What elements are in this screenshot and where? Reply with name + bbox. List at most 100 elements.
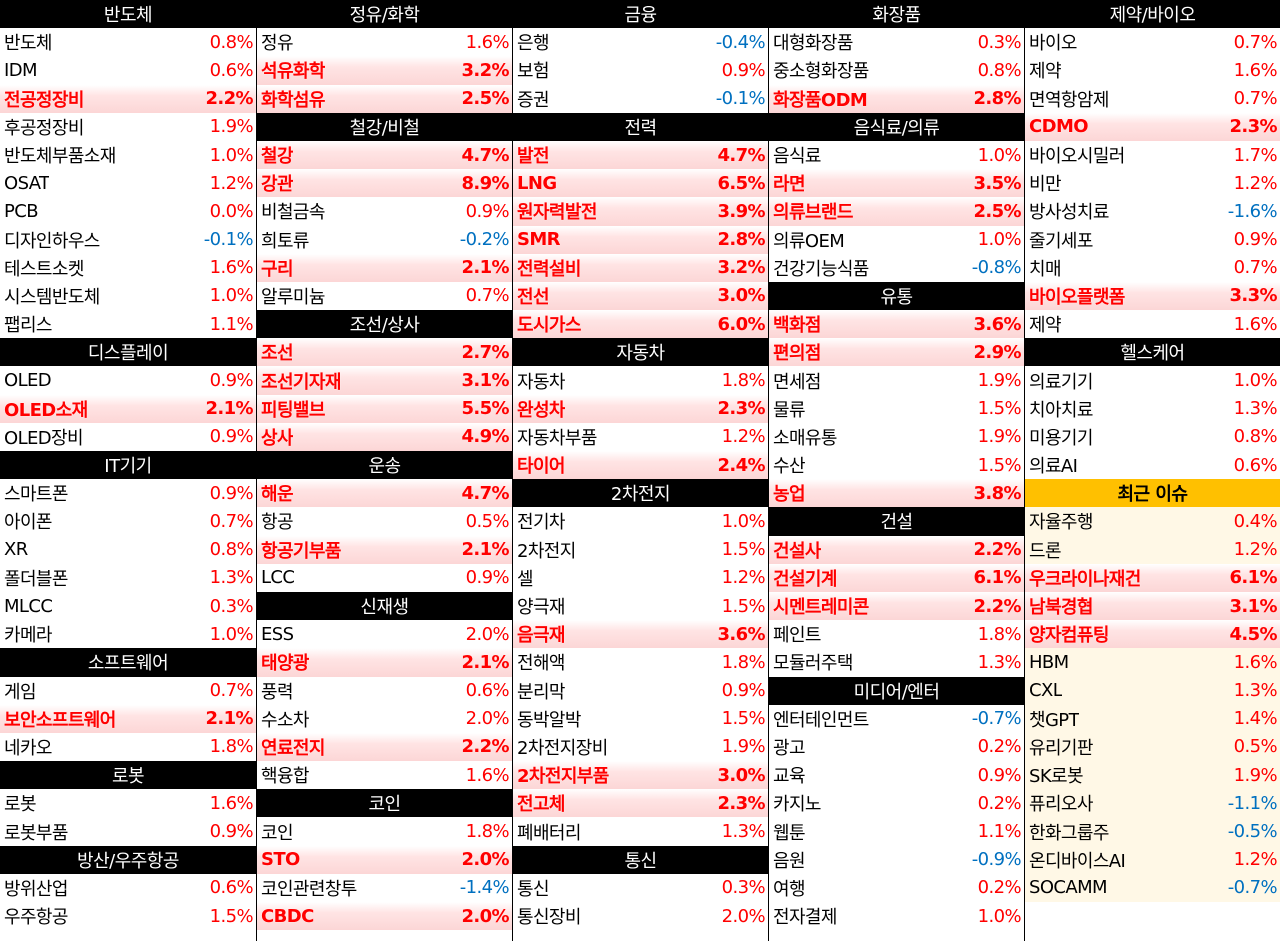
sector-row[interactable]: 화학섬유 2.5%	[257, 84, 512, 113]
sector-row[interactable]: 제약 1.6%	[1025, 56, 1280, 85]
sector-row[interactable]: 소매유통 1.9%	[769, 422, 1024, 451]
sector-row[interactable]: 농업 3.8%	[769, 479, 1024, 508]
sector-row[interactable]: 건설사 2.2%	[769, 535, 1024, 564]
sector-row[interactable]: 전자결제 1.0%	[769, 902, 1024, 931]
sector-row[interactable]: 건강기능식품 -0.8%	[769, 253, 1024, 282]
sector-row[interactable]: 항공기부품 2.1%	[257, 535, 512, 564]
sector-row[interactable]: 줄기세포 0.9%	[1025, 225, 1280, 254]
sector-row[interactable]: 2차전지 1.5%	[513, 535, 768, 564]
sector-row[interactable]: SK로봇 1.9%	[1025, 761, 1280, 790]
sector-row[interactable]: MLCC 0.3%	[0, 591, 256, 621]
sector-row[interactable]: OLED소재 2.1%	[0, 394, 256, 423]
sector-row[interactable]: 화장품ODM 2.8%	[769, 84, 1024, 113]
sector-row[interactable]: 증권 -0.1%	[513, 84, 768, 113]
sector-row[interactable]: 퓨리오사 -1.1%	[1025, 789, 1280, 818]
sector-row[interactable]: 반도체 0.8%	[0, 28, 256, 57]
sector-row[interactable]: 자동차 1.8%	[513, 366, 768, 395]
sector-row[interactable]: 카메라 1.0%	[0, 620, 256, 649]
sector-row[interactable]: 정유 1.6%	[257, 28, 512, 57]
sector-row[interactable]: 태양광 2.1%	[257, 648, 512, 677]
sector-row[interactable]: 통신장비 2.0%	[513, 902, 768, 931]
sector-row[interactable]: 원자력발전 3.9%	[513, 197, 768, 226]
sector-row[interactable]: 코인관련창투 -1.4%	[257, 873, 512, 902]
sector-row[interactable]: LCC 0.9%	[257, 563, 512, 592]
sector-row[interactable]: 전고체 2.3%	[513, 789, 768, 818]
sector-row[interactable]: PCB 0.0%	[0, 197, 256, 226]
sector-row[interactable]: 아이폰 0.7%	[0, 507, 256, 536]
sector-row[interactable]: 해운 4.7%	[257, 479, 512, 508]
sector-row[interactable]: 물류 1.5%	[769, 394, 1024, 423]
sector-row[interactable]: 조선 2.7%	[257, 338, 512, 367]
sector-row[interactable]: 대형화장품 0.3%	[769, 28, 1024, 57]
sector-row[interactable]: 모듈러주택 1.3%	[769, 648, 1024, 677]
sector-row[interactable]: CXL 1.3%	[1025, 676, 1280, 705]
sector-row[interactable]: 바이오시밀러 1.7%	[1025, 140, 1280, 170]
sector-row[interactable]: 네카오 1.8%	[0, 732, 256, 762]
sector-row[interactable]: 자동차부품 1.2%	[513, 422, 768, 451]
sector-row[interactable]: 발전 4.7%	[513, 140, 768, 170]
sector-row[interactable]: 남북경협 3.1%	[1025, 591, 1280, 621]
sector-row[interactable]: 스마트폰 0.9%	[0, 479, 256, 508]
sector-row[interactable]: 타이어 2.4%	[513, 451, 768, 480]
sector-row[interactable]: 테스트소켓 1.6%	[0, 253, 256, 282]
sector-row[interactable]: 전공정장비 2.2%	[0, 84, 256, 113]
sector-row[interactable]: 건설기계 6.1%	[769, 563, 1024, 592]
sector-row[interactable]: 카지노 0.2%	[769, 789, 1024, 818]
sector-row[interactable]: 석유화학 3.2%	[257, 56, 512, 85]
sector-row[interactable]: 페인트 1.8%	[769, 620, 1024, 649]
sector-row[interactable]: 반도체부품소재 1.0%	[0, 140, 256, 170]
sector-row[interactable]: 조선기자재 3.1%	[257, 366, 512, 395]
sector-row[interactable]: 음원 -0.9%	[769, 845, 1024, 874]
sector-row[interactable]: 피팅밸브 5.5%	[257, 394, 512, 423]
sector-row[interactable]: 보안소프트웨어 2.1%	[0, 704, 256, 733]
sector-row[interactable]: 중소형화장품 0.8%	[769, 56, 1024, 85]
sector-row[interactable]: 양극재 1.5%	[513, 591, 768, 621]
sector-row[interactable]: ESS 2.0%	[257, 620, 512, 649]
sector-row[interactable]: 바이오플랫폼 3.3%	[1025, 281, 1280, 311]
sector-row[interactable]: 음식료 1.0%	[769, 140, 1024, 170]
sector-row[interactable]: 웹툰 1.1%	[769, 817, 1024, 846]
sector-row[interactable]: 팹리스 1.1%	[0, 310, 256, 339]
sector-row[interactable]: 한화그룹주 -0.5%	[1025, 817, 1280, 846]
sector-row[interactable]: 수소차 2.0%	[257, 704, 512, 733]
sector-row[interactable]: 핵융합 1.6%	[257, 761, 512, 790]
sector-row[interactable]: 우크라이나재건 6.1%	[1025, 563, 1280, 592]
sector-row[interactable]: 비만 1.2%	[1025, 169, 1280, 198]
sector-row[interactable]: STO 2.0%	[257, 845, 512, 874]
sector-row[interactable]: 바이오 0.7%	[1025, 28, 1280, 57]
sector-row[interactable]: 전력설비 3.2%	[513, 253, 768, 282]
sector-row[interactable]: SMR 2.8%	[513, 225, 768, 254]
sector-row[interactable]: 폐배터리 1.3%	[513, 817, 768, 846]
sector-row[interactable]: 은행 -0.4%	[513, 28, 768, 57]
sector-row[interactable]: 제약 1.6%	[1025, 310, 1280, 339]
sector-row[interactable]: 챗GPT 1.4%	[1025, 704, 1280, 733]
sector-row[interactable]: 의류OEM 1.0%	[769, 225, 1024, 254]
sector-row[interactable]: 의료기기 1.0%	[1025, 366, 1280, 395]
sector-row[interactable]: 완성차 2.3%	[513, 394, 768, 423]
sector-row[interactable]: 음극재 3.6%	[513, 620, 768, 649]
sector-row[interactable]: 코인 1.8%	[257, 817, 512, 846]
sector-row[interactable]: 동박알박 1.5%	[513, 704, 768, 733]
sector-row[interactable]: 면세점 1.9%	[769, 366, 1024, 395]
sector-row[interactable]: 폴더블폰 1.3%	[0, 563, 256, 592]
sector-row[interactable]: 유리기판 0.5%	[1025, 732, 1280, 762]
sector-row[interactable]: 로봇부품 0.9%	[0, 817, 256, 846]
sector-row[interactable]: 전기차 1.0%	[513, 507, 768, 536]
sector-row[interactable]: 항공 0.5%	[257, 507, 512, 536]
sector-row[interactable]: 디자인하우스 -0.1%	[0, 225, 256, 254]
sector-row[interactable]: CDMO 2.3%	[1025, 112, 1280, 141]
sector-row[interactable]: OLED 0.9%	[0, 366, 256, 395]
sector-row[interactable]: 연료전지 2.2%	[257, 732, 512, 762]
sector-row[interactable]: 교육 0.9%	[769, 761, 1024, 790]
sector-row[interactable]: 분리막 0.9%	[513, 676, 768, 705]
sector-row[interactable]: 백화점 3.6%	[769, 310, 1024, 339]
sector-row[interactable]: 구리 2.1%	[257, 253, 512, 282]
sector-row[interactable]: 알루미늄 0.7%	[257, 281, 512, 311]
sector-row[interactable]: 의료AI 0.6%	[1025, 451, 1280, 480]
sector-row[interactable]: HBM 1.6%	[1025, 648, 1280, 677]
sector-row[interactable]: XR 0.8%	[0, 535, 256, 564]
sector-row[interactable]: 풍력 0.6%	[257, 676, 512, 705]
sector-row[interactable]: 온디바이스AI 1.2%	[1025, 845, 1280, 874]
sector-row[interactable]: 희토류 -0.2%	[257, 225, 512, 254]
sector-row[interactable]: 강관 8.9%	[257, 169, 512, 198]
